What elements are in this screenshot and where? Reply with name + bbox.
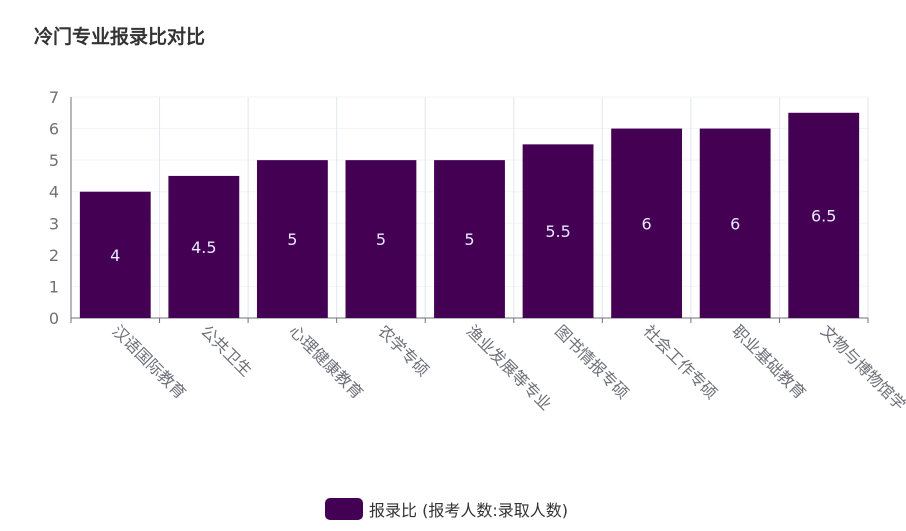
legend[interactable]: 报录比 (报考人数:录取人数) [325,497,568,521]
x-tick-label: 心理健康教育 [286,321,367,402]
x-tick-label: 农学专硕 [374,321,433,380]
y-tick-label: 4 [49,183,59,202]
chart-title: 冷门专业报录比对比 [34,26,206,48]
data-label: 4 [110,246,120,265]
data-label: 6 [730,214,740,233]
bar[interactable] [79,191,151,318]
data-label: 5 [376,230,386,249]
y-tick-label: 0 [49,309,59,328]
bar[interactable] [699,128,771,318]
y-tick-label: 3 [49,214,59,233]
data-label: 5 [287,230,297,249]
y-tick-label: 5 [49,151,59,170]
x-tick-label: 职业基础教育 [728,321,809,402]
data-label: 6 [642,214,652,233]
legend-label: 报录比 (报考人数:录取人数) [369,501,568,520]
data-label: 5.5 [545,222,570,241]
y-tick-label: 2 [49,246,59,265]
bar[interactable] [345,160,417,318]
x-tick-label: 汉语国际教育 [108,321,189,402]
bar[interactable] [168,175,240,318]
bar[interactable] [256,160,328,318]
x-tick-label: 图书情报专硕 [551,321,632,402]
bar[interactable] [522,144,594,318]
y-tick-label: 6 [49,120,59,139]
x-tick-label: 社会工作专硕 [640,321,721,402]
legend-swatch [325,498,363,520]
x-tick-label: 渔业发展等专业 [463,321,556,414]
data-label: 5 [464,230,474,249]
y-tick-label: 1 [49,277,59,296]
x-tick-label: 公共卫生 [197,321,256,380]
data-label: 6.5 [811,206,836,225]
y-tick-label: 7 [49,88,59,107]
data-label: 4.5 [191,238,216,257]
bar[interactable] [611,128,683,318]
bar[interactable] [788,112,860,319]
x-tick-label: 文物与博物馆学 [817,321,906,414]
bar[interactable] [434,160,505,318]
